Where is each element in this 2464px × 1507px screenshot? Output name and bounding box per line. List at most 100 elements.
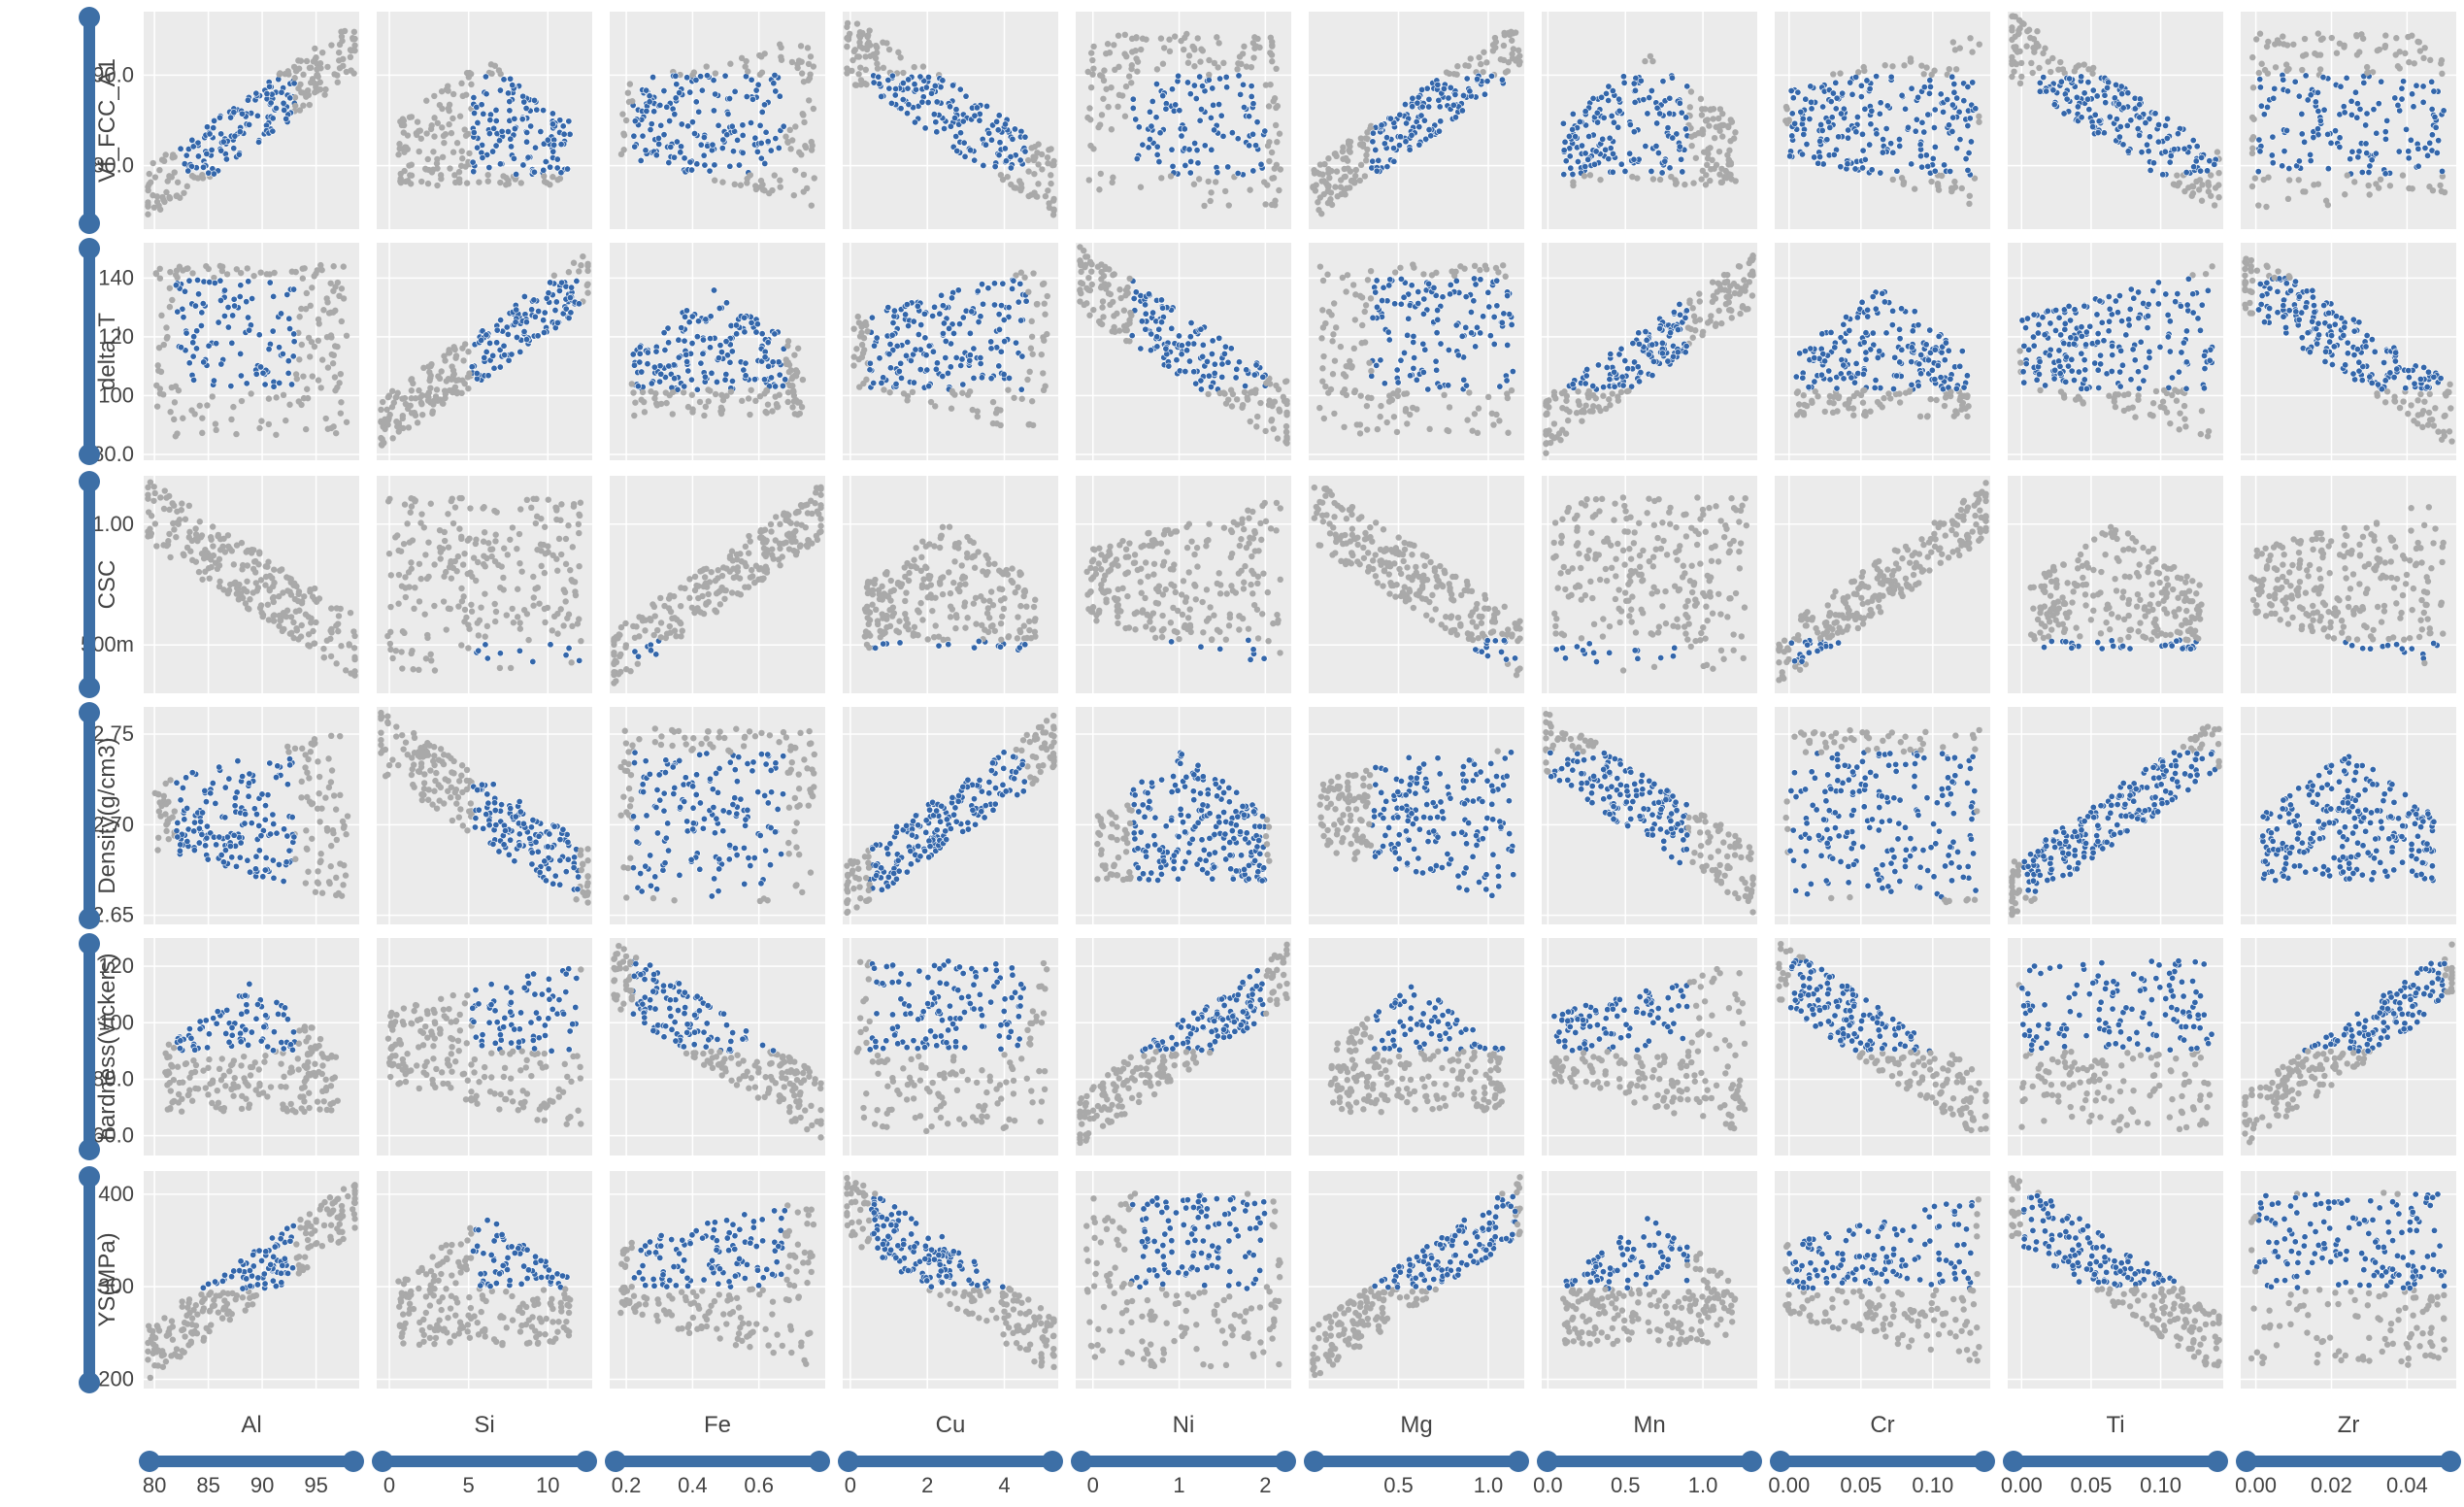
point xyxy=(2439,188,2445,194)
point-selected xyxy=(501,77,507,83)
point-selected xyxy=(930,349,936,354)
point-selected xyxy=(185,168,191,174)
point xyxy=(619,111,625,117)
point xyxy=(1247,186,1252,192)
point xyxy=(1600,393,1606,399)
point-selected xyxy=(900,96,906,102)
point xyxy=(1395,393,1401,399)
point-selected xyxy=(218,148,224,153)
point-selected xyxy=(1209,351,1215,356)
point xyxy=(1966,201,1972,207)
point xyxy=(1704,117,1710,122)
point xyxy=(789,404,795,410)
point-selected xyxy=(1684,84,1690,89)
point-selected xyxy=(996,326,1002,332)
point-selected xyxy=(2420,84,2426,89)
point-selected xyxy=(1877,111,1882,117)
point xyxy=(1688,133,1694,139)
point-selected xyxy=(217,131,223,137)
point xyxy=(1257,400,1263,406)
point xyxy=(1642,58,1648,64)
point xyxy=(1556,430,1562,436)
point xyxy=(1269,417,1275,422)
point-selected xyxy=(545,137,550,143)
point xyxy=(1352,173,1358,179)
point-selected xyxy=(1001,317,1007,322)
point-selected xyxy=(190,377,196,383)
point-selected xyxy=(2317,117,2323,123)
point-selected xyxy=(471,94,477,100)
point xyxy=(1077,286,1082,292)
point-selected xyxy=(1406,316,1412,321)
point xyxy=(461,126,467,132)
point xyxy=(441,133,447,139)
point xyxy=(1090,307,1096,313)
point-selected xyxy=(2364,111,2370,117)
point-selected xyxy=(564,166,570,172)
point xyxy=(630,389,636,395)
point xyxy=(1328,189,1334,195)
point xyxy=(1420,271,1426,277)
point-selected xyxy=(978,354,983,360)
point xyxy=(2042,46,2048,51)
point-selected xyxy=(976,318,982,324)
point xyxy=(1045,293,1050,299)
point-selected xyxy=(521,293,527,299)
point-selected xyxy=(228,383,234,388)
point-selected xyxy=(1472,344,1478,350)
point xyxy=(330,263,336,269)
point-selected xyxy=(1409,103,1415,109)
point xyxy=(2300,52,2306,58)
point-selected xyxy=(1480,314,1485,319)
point-selected xyxy=(1656,111,1662,117)
point-selected xyxy=(1473,282,1479,287)
panel-vf-fcc-a1-fe xyxy=(610,12,825,229)
point-selected xyxy=(1204,358,1210,364)
point-selected xyxy=(2399,85,2405,91)
point-selected xyxy=(1834,95,1840,101)
point xyxy=(1005,174,1011,180)
point-selected xyxy=(1832,345,1838,351)
point-selected xyxy=(558,141,564,147)
point-selected xyxy=(2257,76,2263,82)
point-selected xyxy=(948,364,953,370)
point-selected xyxy=(1816,153,1822,159)
point xyxy=(331,352,337,358)
point-selected xyxy=(762,160,768,166)
point xyxy=(463,91,469,97)
y-slider-handle[interactable] xyxy=(79,213,100,234)
point xyxy=(1722,279,1728,285)
point xyxy=(1648,53,1653,59)
point xyxy=(1365,277,1371,283)
point-selected xyxy=(281,107,286,113)
point xyxy=(1208,189,1214,195)
point-selected xyxy=(996,311,1002,317)
point xyxy=(864,44,870,50)
point-selected xyxy=(630,352,636,357)
point xyxy=(1606,396,1612,402)
point-selected xyxy=(2124,122,2130,128)
point-selected xyxy=(1819,331,1825,337)
y-slider-handle[interactable] xyxy=(79,7,100,28)
point xyxy=(670,389,676,395)
point-selected xyxy=(547,280,552,285)
point xyxy=(1025,288,1031,294)
point xyxy=(415,118,420,124)
point xyxy=(747,172,752,178)
point-selected xyxy=(765,138,771,144)
point-selected xyxy=(567,294,573,300)
point-selected xyxy=(1198,106,1204,112)
point xyxy=(454,140,460,146)
point xyxy=(1205,391,1211,397)
point-selected xyxy=(2145,324,2150,330)
point-selected xyxy=(511,155,516,161)
point-selected xyxy=(1153,115,1159,120)
point-selected xyxy=(996,152,1002,158)
point xyxy=(317,385,323,390)
point-selected xyxy=(648,126,653,132)
point xyxy=(1392,269,1398,275)
point-selected xyxy=(285,357,291,363)
point-selected xyxy=(1485,289,1491,295)
point-selected xyxy=(701,134,707,140)
point xyxy=(1590,403,1596,409)
